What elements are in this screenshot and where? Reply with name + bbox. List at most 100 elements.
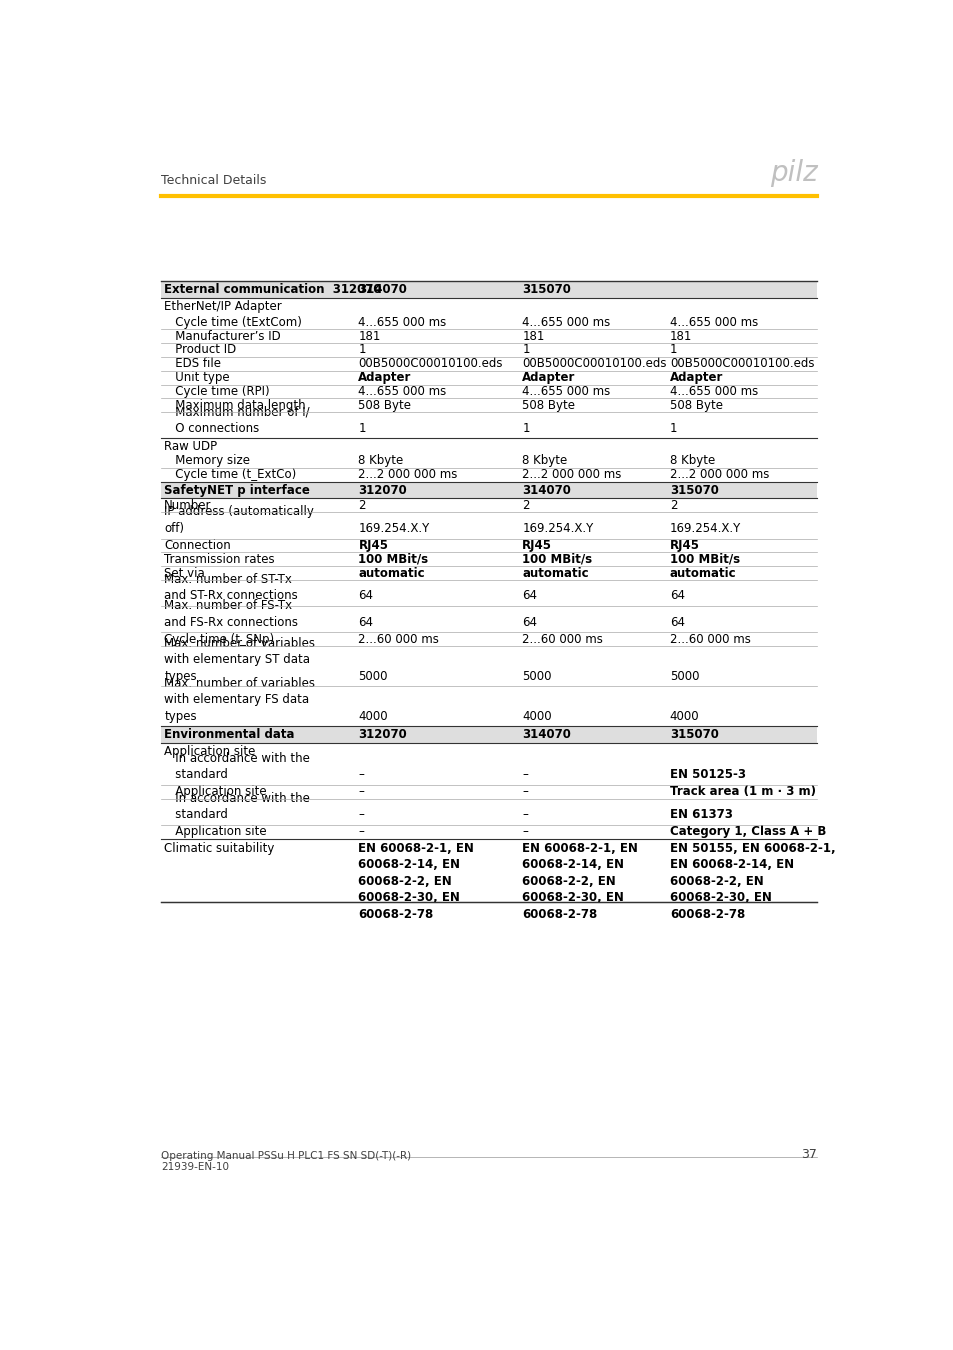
Bar xyxy=(161,371,816,385)
Bar xyxy=(161,356,816,371)
Bar xyxy=(161,498,816,513)
Text: 4000: 4000 xyxy=(669,710,699,722)
Text: Adapter: Adapter xyxy=(521,371,575,385)
Text: 64: 64 xyxy=(669,616,684,629)
Text: 2...60 000 ms: 2...60 000 ms xyxy=(669,633,750,645)
Bar xyxy=(161,467,816,482)
Text: 5000: 5000 xyxy=(669,670,699,683)
Text: RJ45: RJ45 xyxy=(521,539,552,552)
Text: 4...655 000 ms: 4...655 000 ms xyxy=(521,385,610,398)
Text: 169.254.X.Y: 169.254.X.Y xyxy=(521,521,593,535)
Text: 21939-EN-10: 21939-EN-10 xyxy=(161,1162,229,1172)
Text: 2...60 000 ms: 2...60 000 ms xyxy=(358,633,438,645)
Text: Cycle time (tExtCom): Cycle time (tExtCom) xyxy=(164,316,302,328)
Text: EN 50125-3: EN 50125-3 xyxy=(669,768,745,782)
Text: –: – xyxy=(358,809,364,821)
Text: 5000: 5000 xyxy=(521,670,551,683)
Text: 2...60 000 ms: 2...60 000 ms xyxy=(521,633,602,645)
Text: Memory size: Memory size xyxy=(164,454,250,467)
Bar xyxy=(161,606,816,632)
Text: 8 Kbyte: 8 Kbyte xyxy=(358,454,403,467)
Text: 1: 1 xyxy=(358,421,366,435)
Text: Application site: Application site xyxy=(164,745,255,757)
Text: 2: 2 xyxy=(669,500,677,512)
Text: 169.254.X.Y: 169.254.X.Y xyxy=(358,521,429,535)
Text: 312070: 312070 xyxy=(358,483,407,497)
Text: –: – xyxy=(521,786,528,798)
Text: RJ45: RJ45 xyxy=(669,539,700,552)
Text: Max. number of variables
with elementary FS data
types: Max. number of variables with elementary… xyxy=(164,676,314,722)
Text: External communication  312070: External communication 312070 xyxy=(164,284,381,296)
Text: 00B5000C00010100.eds: 00B5000C00010100.eds xyxy=(358,358,502,370)
Text: RJ45: RJ45 xyxy=(358,539,388,552)
Bar xyxy=(161,552,816,566)
Text: –: – xyxy=(358,768,364,782)
Text: In accordance with the
   standard: In accordance with the standard xyxy=(164,752,310,782)
Text: Application site: Application site xyxy=(164,825,267,838)
Bar xyxy=(161,799,816,825)
Bar xyxy=(161,298,816,316)
Text: 508 Byte: 508 Byte xyxy=(521,398,575,412)
Text: 4000: 4000 xyxy=(358,710,388,722)
Bar xyxy=(161,566,816,580)
Text: Environmental data: Environmental data xyxy=(164,729,294,741)
Bar xyxy=(161,647,816,686)
Bar xyxy=(161,281,816,298)
Bar xyxy=(161,825,816,838)
Text: 2: 2 xyxy=(521,500,529,512)
Text: Maximum number of I/
   O connections: Maximum number of I/ O connections xyxy=(164,405,310,435)
Text: automatic: automatic xyxy=(521,567,588,579)
Text: –: – xyxy=(521,825,528,838)
Text: 4...655 000 ms: 4...655 000 ms xyxy=(358,316,446,328)
Text: 181: 181 xyxy=(358,329,380,343)
Text: EN 50155, EN 60068-2-1,
EN 60068-2-14, EN
60068-2-2, EN
60068-2-30, EN
60068-2-7: EN 50155, EN 60068-2-1, EN 60068-2-14, E… xyxy=(669,842,835,921)
Bar xyxy=(161,316,816,329)
Text: 314070: 314070 xyxy=(521,729,571,741)
Text: 508 Byte: 508 Byte xyxy=(358,398,411,412)
Text: 100 MBit/s: 100 MBit/s xyxy=(358,552,428,566)
Bar xyxy=(161,726,816,744)
Text: 181: 181 xyxy=(669,329,692,343)
Text: automatic: automatic xyxy=(669,567,736,579)
Text: Cycle time (t_SNp): Cycle time (t_SNp) xyxy=(164,633,274,645)
Bar xyxy=(161,329,816,343)
Bar xyxy=(161,412,816,439)
Text: Raw UDP: Raw UDP xyxy=(164,440,217,452)
Bar xyxy=(161,784,816,799)
Text: 315070: 315070 xyxy=(669,483,718,497)
Bar xyxy=(161,454,816,467)
Text: 4...655 000 ms: 4...655 000 ms xyxy=(669,316,758,328)
Text: Application site: Application site xyxy=(164,786,267,798)
Bar xyxy=(161,513,816,539)
Text: EtherNet/IP Adapter: EtherNet/IP Adapter xyxy=(164,300,282,313)
Text: 37: 37 xyxy=(800,1149,816,1161)
Text: 100 MBit/s: 100 MBit/s xyxy=(669,552,740,566)
Text: 2...2 000 000 ms: 2...2 000 000 ms xyxy=(521,468,621,481)
Text: Operating Manual PSSu H PLC1 FS SN SD(-T)(-R): Operating Manual PSSu H PLC1 FS SN SD(-T… xyxy=(161,1152,411,1161)
Text: 1: 1 xyxy=(521,421,529,435)
Text: EN 61373: EN 61373 xyxy=(669,809,732,821)
Text: 8 Kbyte: 8 Kbyte xyxy=(669,454,715,467)
Text: Cycle time (t_ExtCo): Cycle time (t_ExtCo) xyxy=(164,468,296,481)
Bar xyxy=(161,482,816,498)
Text: 64: 64 xyxy=(521,590,537,602)
Text: 5000: 5000 xyxy=(358,670,388,683)
Bar xyxy=(161,343,816,356)
Text: 508 Byte: 508 Byte xyxy=(669,398,722,412)
Text: Manufacturer’s ID: Manufacturer’s ID xyxy=(164,329,280,343)
Text: –: – xyxy=(358,786,364,798)
Text: –: – xyxy=(358,825,364,838)
Text: IP address (automatically
off): IP address (automatically off) xyxy=(164,505,314,535)
Text: Adapter: Adapter xyxy=(669,371,722,385)
Bar xyxy=(161,744,816,759)
Text: Number: Number xyxy=(164,500,212,512)
Text: EN 60068-2-1, EN
60068-2-14, EN
60068-2-2, EN
60068-2-30, EN
60068-2-78: EN 60068-2-1, EN 60068-2-14, EN 60068-2-… xyxy=(358,842,474,921)
Bar xyxy=(161,759,816,784)
Text: In accordance with the
   standard: In accordance with the standard xyxy=(164,791,310,821)
Text: automatic: automatic xyxy=(358,567,425,579)
Text: 2...2 000 000 ms: 2...2 000 000 ms xyxy=(669,468,768,481)
Text: Transmission rates: Transmission rates xyxy=(164,552,274,566)
Text: 2...2 000 000 ms: 2...2 000 000 ms xyxy=(358,468,457,481)
Text: 64: 64 xyxy=(358,590,373,602)
Text: Unit type: Unit type xyxy=(164,371,230,385)
